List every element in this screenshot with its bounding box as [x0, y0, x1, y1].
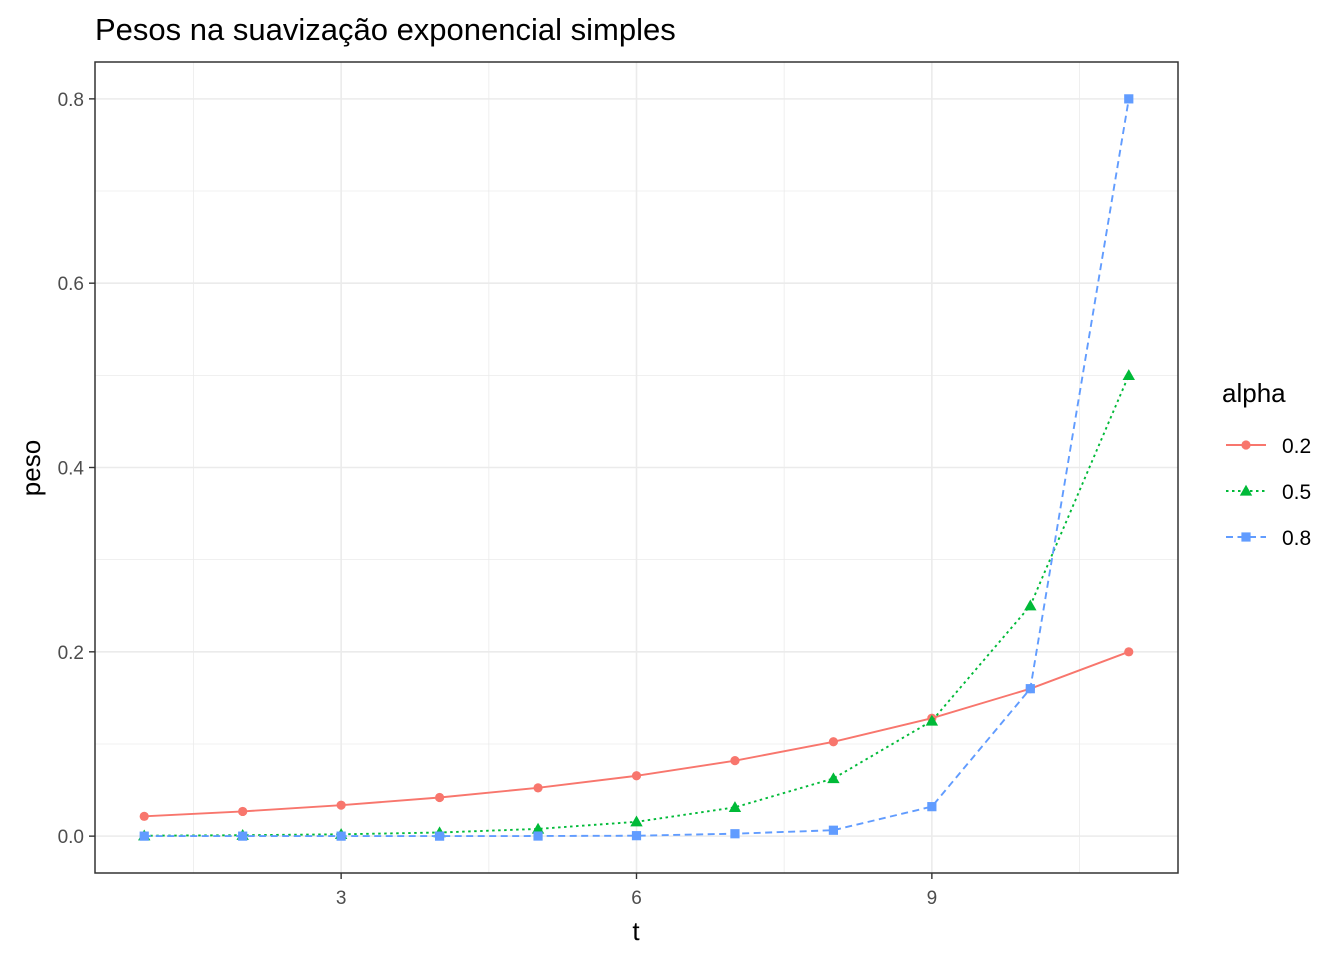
data-point [336, 800, 346, 810]
data-point [728, 801, 742, 812]
y-tick-label: 0.0 [58, 827, 84, 848]
data-point [1025, 684, 1035, 694]
y-tick-label: 0.6 [58, 274, 84, 295]
data-point [1122, 369, 1135, 380]
data-point [631, 771, 642, 781]
x-tick-label: 3 [336, 888, 347, 909]
data-point [434, 792, 445, 803]
legend-key-marker [1239, 484, 1253, 496]
data-point [828, 737, 839, 747]
data-point [828, 825, 839, 835]
legend-item-0-8: 0.8 [1226, 527, 1311, 550]
data-point [1124, 647, 1134, 657]
series-line [144, 98, 1130, 838]
legend-label: 0.2 [1282, 435, 1311, 458]
data-point [925, 714, 939, 726]
data-point [238, 806, 248, 817]
legend-key-marker [1241, 440, 1251, 450]
series-layer [138, 94, 1135, 841]
legend-item-0-2: 0.2 [1226, 435, 1311, 458]
data-point [533, 783, 543, 793]
legend-label: 0.8 [1282, 527, 1311, 550]
legend-label: 0.5 [1282, 481, 1311, 504]
data-point [827, 772, 840, 784]
data-point [139, 811, 149, 821]
x-axis-label: t [632, 916, 640, 946]
data-point [139, 831, 149, 841]
data-point [434, 831, 445, 841]
data-point [1124, 94, 1134, 104]
chart-title: Pesos na suavização exponencial simples [95, 12, 676, 47]
y-tick-label: 0.2 [58, 643, 84, 664]
axes: 3 6 9 0.0 0.2 0.4 0.6 0.8 [58, 61, 1179, 909]
data-point [533, 831, 543, 841]
data-point [238, 831, 248, 841]
x-tick-label: 9 [927, 888, 938, 909]
data-point [1024, 599, 1037, 611]
data-point [730, 756, 740, 766]
data-point [630, 815, 643, 827]
y-axis-label: peso [16, 440, 46, 496]
x-tick-label: 6 [631, 888, 642, 909]
y-tick-label: 0.4 [58, 459, 85, 480]
data-point [531, 822, 545, 834]
data-point [631, 831, 642, 841]
legend-title: alpha [1222, 378, 1286, 408]
y-tick-label: 0.8 [58, 90, 84, 111]
legend: alpha 0.2 0.5 0.8 [1222, 378, 1311, 550]
series-1 [139, 647, 1134, 821]
data-point [927, 802, 937, 812]
data-point [336, 831, 346, 841]
legend-item-0-5: 0.5 [1226, 481, 1311, 504]
series-3 [139, 94, 1134, 841]
data-point [730, 829, 740, 839]
legend-key-marker [1241, 532, 1251, 542]
